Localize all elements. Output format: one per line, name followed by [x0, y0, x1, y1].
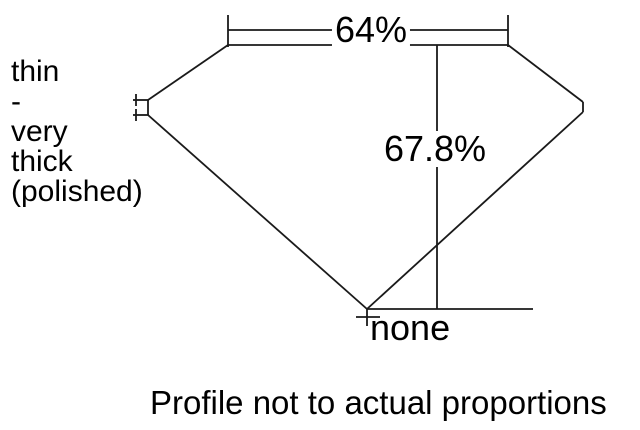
girdle-description-line: thin [11, 55, 60, 88]
pavilion-facet-right [366, 111, 584, 310]
crown-facet-right [507, 44, 584, 103]
table-percent-label: 64% [331, 12, 411, 48]
girdle-description-line: very [11, 115, 68, 148]
depth-percent-label: 67.8% [380, 131, 490, 167]
girdle-description: thin - very thick (polished) [11, 57, 143, 207]
girdle-description-line: - [11, 85, 21, 118]
diagram-caption: Profile not to actual proportions [150, 384, 607, 421]
culet-label: none [370, 307, 451, 348]
crown-facet-left [147, 44, 229, 101]
girdle-description-line: thick [11, 145, 73, 178]
girdle-description-line: (polished) [11, 175, 143, 208]
pavilion-facet-left [147, 114, 368, 310]
